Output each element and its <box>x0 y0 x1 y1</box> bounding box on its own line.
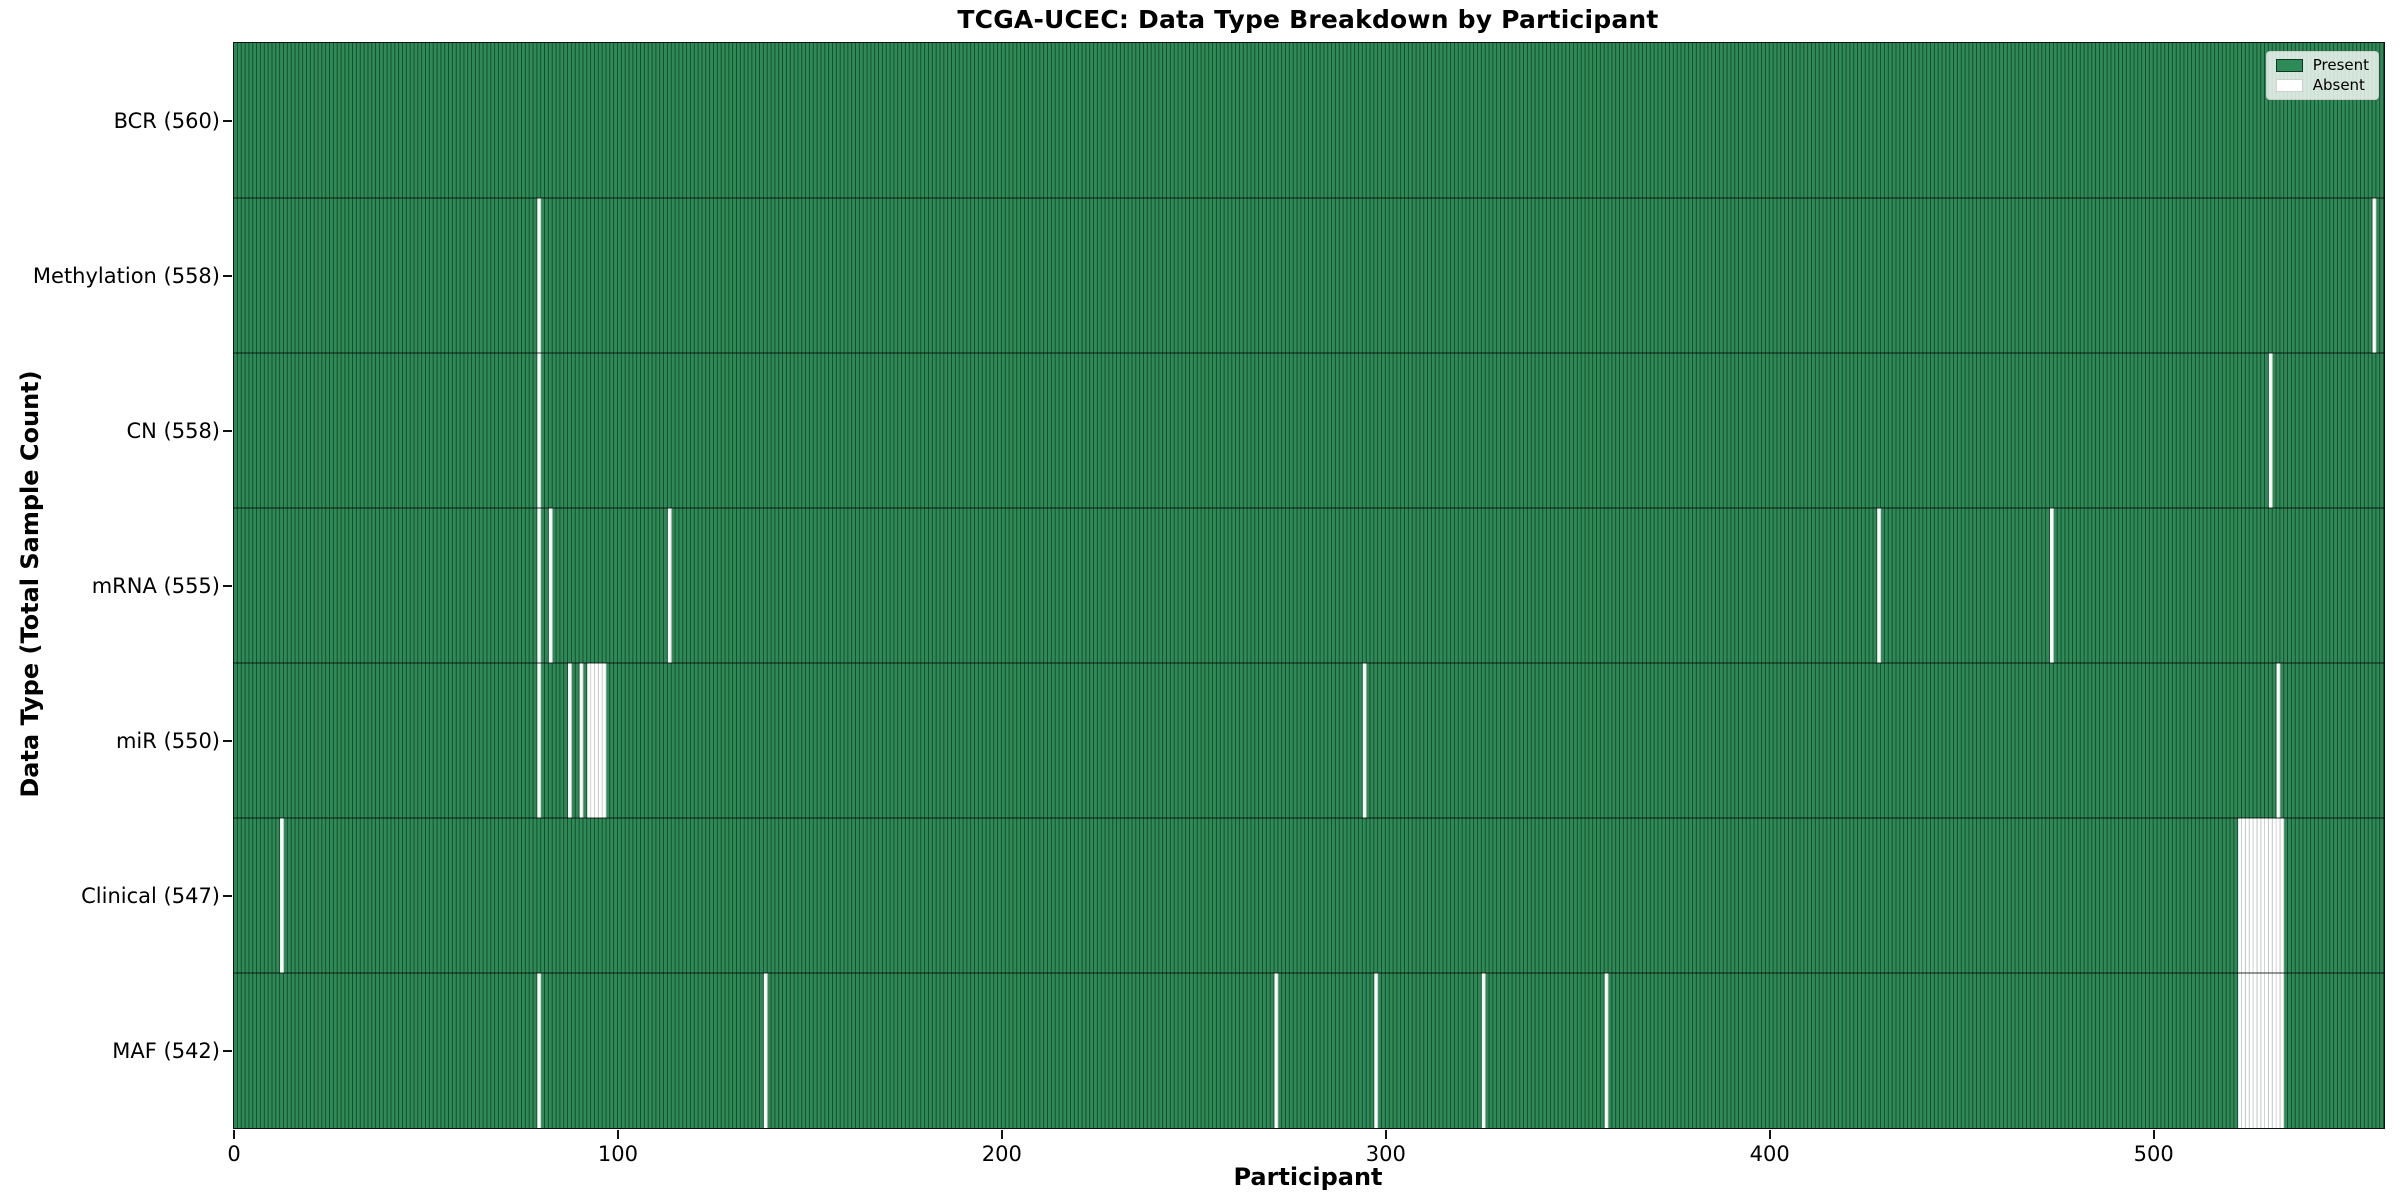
x-tick-mark <box>1000 1130 1003 1139</box>
absent-bar <box>2241 818 2246 973</box>
absent-bar <box>2268 818 2273 973</box>
absent-bar <box>2264 818 2269 973</box>
absent-bar <box>2280 973 2285 1128</box>
absent-bar <box>2261 973 2265 1128</box>
absent-bar <box>594 663 599 818</box>
y-tick-mark <box>223 429 232 432</box>
y-tick-label: Methylation (558) <box>32 263 220 288</box>
absent-bar <box>2241 973 2246 1128</box>
absent-bar <box>2245 818 2250 973</box>
absent-bar <box>280 818 284 973</box>
y-tick-label: CN (558) <box>126 418 220 443</box>
present-swatch-icon <box>2275 59 2303 72</box>
row-present-band <box>234 663 2384 818</box>
x-tick-mark <box>2152 1130 2155 1139</box>
absent-bar <box>2253 818 2258 973</box>
absent-bar <box>763 973 768 1128</box>
y-tick-label: MAF (542) <box>112 1038 220 1063</box>
absent-bar <box>591 663 595 818</box>
row-present-band <box>234 973 2384 1128</box>
row-present-band <box>234 818 2384 973</box>
plot-svg <box>234 43 2384 1128</box>
absent-bar <box>2280 818 2285 973</box>
absent-bar <box>2257 973 2262 1128</box>
x-tick-label: 400 <box>1749 1142 1790 1166</box>
chart-title: TCGA-UCEC: Data Type Breakdown by Partic… <box>957 5 1659 34</box>
y-tick-mark <box>223 894 232 897</box>
absent-bar <box>2272 973 2277 1128</box>
absent-bar <box>537 663 542 818</box>
absent-bar <box>537 198 542 353</box>
absent-bar <box>1362 663 1367 818</box>
absent-bar <box>2276 973 2281 1128</box>
x-tick-label: 300 <box>1365 1142 1406 1166</box>
absent-bar <box>2245 973 2250 1128</box>
y-tick-mark <box>223 119 232 122</box>
y-tick-label: BCR (560) <box>113 108 220 133</box>
absent-bar <box>2268 973 2273 1128</box>
absent-bar <box>537 353 542 508</box>
x-tick-mark <box>1768 1130 1771 1139</box>
absent-bar <box>2249 818 2254 973</box>
legend-item-present: Present <box>2275 56 2369 74</box>
y-tick-label: mRNA (555) <box>91 573 220 598</box>
absent-bar <box>537 973 542 1128</box>
y-tick-mark <box>223 1049 232 1052</box>
absent-bar <box>2253 973 2258 1128</box>
legend-label-absent: Absent <box>2312 76 2365 94</box>
absent-bar <box>568 663 572 818</box>
absent-bar <box>2238 973 2242 1128</box>
y-tick-mark <box>223 274 232 277</box>
absent-bar <box>1374 973 1379 1128</box>
x-tick-mark <box>233 1130 235 1139</box>
absent-bar <box>1481 973 1486 1128</box>
absent-bar <box>2049 508 2054 663</box>
absent-bar <box>2268 353 2273 508</box>
plot-area: Present Absent BCR (560) Methylation (558… <box>33 42 2385 1166</box>
absent-bar <box>587 663 592 818</box>
absent-bar <box>2264 973 2269 1128</box>
x-tick-mark <box>616 1130 619 1139</box>
y-axis-label: Data Type (Total Sample Count) <box>16 370 44 798</box>
absent-swatch-icon <box>2275 79 2303 92</box>
y-tick-mark <box>223 739 232 742</box>
absent-bar <box>548 508 553 663</box>
row-present-band <box>234 43 2384 198</box>
absent-bar <box>1877 508 1882 663</box>
x-tick-label: 500 <box>2133 1142 2174 1166</box>
absent-bar <box>2257 818 2262 973</box>
absent-bar <box>1604 973 1609 1128</box>
absent-bar <box>598 663 603 818</box>
absent-bar <box>667 508 672 663</box>
absent-bar <box>2272 818 2277 973</box>
row-present-band <box>234 198 2384 353</box>
x-axis-label: Participant <box>1233 1163 1383 1191</box>
absent-bar <box>2238 818 2242 973</box>
legend-label-present: Present <box>2312 56 2369 74</box>
y-tick-label: Clinical (547) <box>81 883 220 908</box>
x-tick-mark <box>1384 1130 1387 1139</box>
row-present-band <box>234 508 2384 663</box>
absent-bar <box>2261 818 2265 973</box>
absent-bar <box>602 663 607 818</box>
row-present-band <box>234 353 2384 508</box>
absent-bar <box>579 663 584 818</box>
legend-item-absent: Absent <box>2275 76 2369 94</box>
absent-bar <box>2276 818 2281 973</box>
absent-bar <box>2276 663 2281 818</box>
absent-bar <box>2249 973 2254 1128</box>
absent-bar <box>2372 198 2377 353</box>
x-tick-label: 0 <box>227 1142 241 1166</box>
legend: Present Absent <box>2265 51 2379 100</box>
x-tick-label: 200 <box>981 1142 1022 1166</box>
absent-bar <box>1274 973 1279 1128</box>
absent-bar <box>537 508 542 663</box>
y-tick-label: miR (550) <box>115 728 220 753</box>
x-tick-label: 100 <box>597 1142 638 1166</box>
y-tick-mark <box>223 584 232 587</box>
